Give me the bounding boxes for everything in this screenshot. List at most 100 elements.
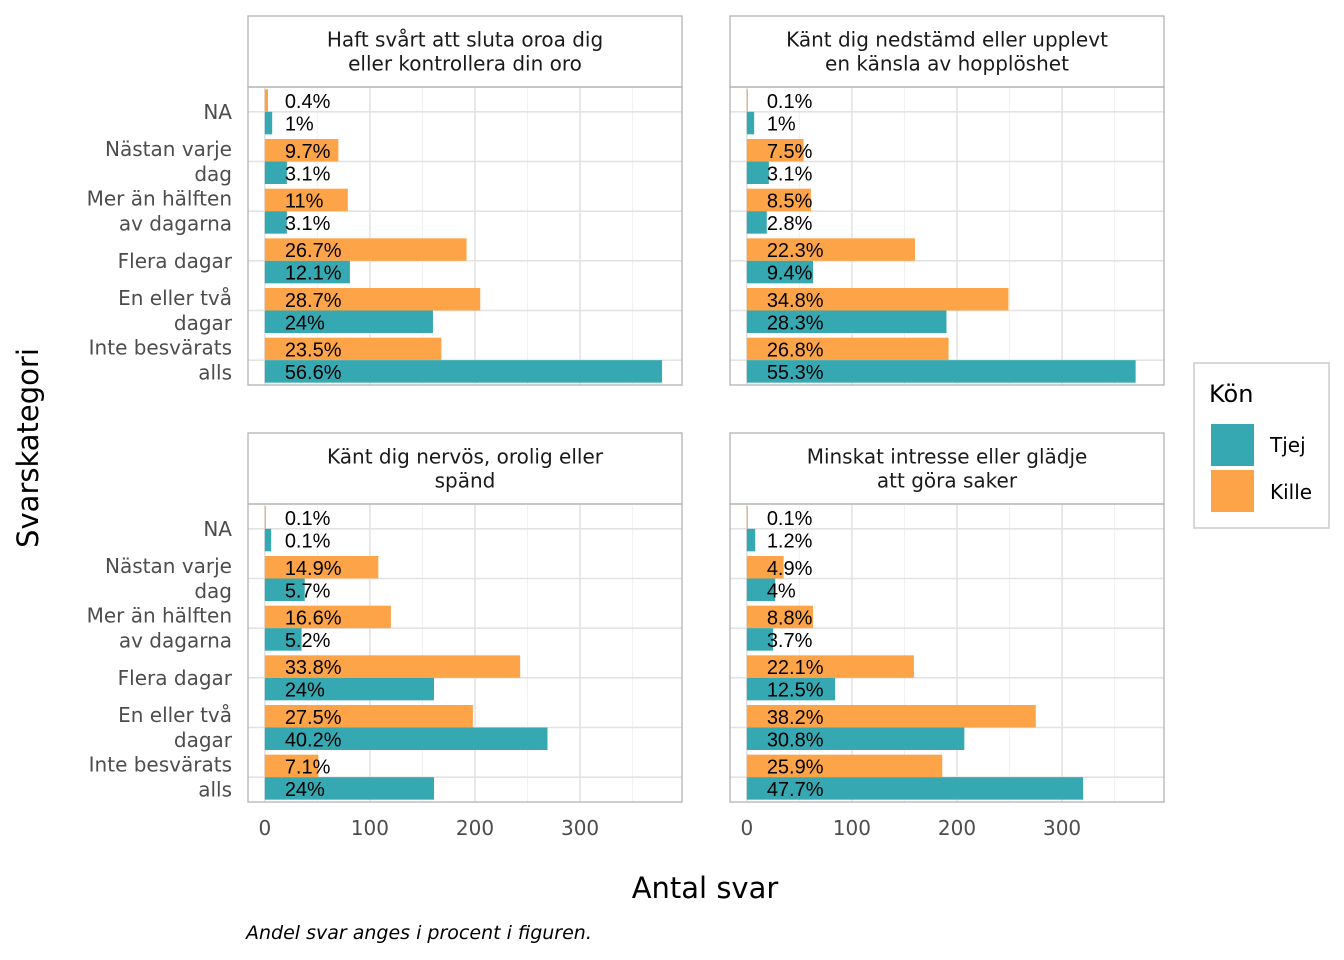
bar-tjej xyxy=(746,161,769,184)
bar-tjej xyxy=(746,111,755,135)
legend-label-kille: Kille xyxy=(1270,480,1312,504)
bar-value-label: 47.7% xyxy=(767,779,824,801)
bar-tjej xyxy=(264,628,302,651)
bar-value-label: 24% xyxy=(285,680,325,702)
bar-value-label: 38.2% xyxy=(767,707,824,729)
category-label: En eller två xyxy=(118,703,232,727)
facet-title-line: Känt dig nedstämd eller upplevt xyxy=(786,28,1108,52)
panel-border xyxy=(247,86,683,386)
bar-kille xyxy=(746,89,748,112)
bar-value-label: 0.1% xyxy=(767,508,813,530)
x-tick-label: 200 xyxy=(938,816,976,840)
bar-value-label: 0.1% xyxy=(767,91,813,113)
bar-tjej xyxy=(264,260,350,284)
category-label: En eller två xyxy=(118,286,232,310)
bar-value-label: 8.8% xyxy=(767,607,813,629)
bar-value-label: 34.8% xyxy=(767,290,824,312)
bar-value-label: 3.1% xyxy=(767,163,813,185)
legend: Kön Tjej Kille xyxy=(1193,362,1330,529)
bar-value-label: 7.5% xyxy=(767,141,813,163)
x-tick-label: 200 xyxy=(456,816,494,840)
bar-value-label: 0.1% xyxy=(285,531,331,553)
bar-kille xyxy=(264,705,473,728)
x-tick-label: 300 xyxy=(561,816,599,840)
category-label: Inte besvärats xyxy=(89,753,232,777)
bar-tjej xyxy=(746,260,814,284)
bar-value-label: 1% xyxy=(285,114,314,136)
bar-kille xyxy=(264,89,268,112)
facet-title-line: att göra saker xyxy=(877,469,1018,493)
bar-kille xyxy=(746,655,914,678)
category-label: Nästan varje xyxy=(105,137,232,161)
category-label: alls xyxy=(198,778,232,802)
bar-kille xyxy=(746,506,748,529)
y-axis-title: Svarskategori xyxy=(11,348,45,548)
bar-tjej xyxy=(264,111,273,135)
facet-title-line: spänd xyxy=(435,469,496,493)
bar-tjej xyxy=(746,727,965,750)
x-axis-title: Antal svar xyxy=(632,871,779,905)
bar-value-label: 1% xyxy=(767,114,796,136)
category-label: Nästan varje xyxy=(105,554,232,578)
category-label: NA xyxy=(203,517,232,541)
bar-value-label: 0.4% xyxy=(285,91,331,113)
x-tick-labels: 0 100 200 300 0 100 200 300 xyxy=(258,816,1081,840)
bar-kille xyxy=(264,605,391,629)
bar-value-label: 28.3% xyxy=(767,312,824,334)
category-label: Mer än hälften xyxy=(87,187,232,211)
bar-tjej xyxy=(746,310,947,333)
legend-title: Kön xyxy=(1209,380,1253,408)
panel-border xyxy=(247,503,683,803)
category-label: NA xyxy=(203,100,232,124)
bar-value-label: 25.9% xyxy=(767,756,824,778)
legend-swatch-kille xyxy=(1211,470,1254,512)
bar-tjej xyxy=(264,211,287,234)
bar-tjej xyxy=(746,578,776,601)
bar-kille xyxy=(746,754,943,778)
category-label: dag xyxy=(194,162,232,186)
legend-swatch-tjej xyxy=(1211,424,1254,466)
bar-value-label: 3.7% xyxy=(767,630,813,652)
bar-kille xyxy=(264,188,348,212)
bar-kille xyxy=(746,337,949,361)
bar-value-label: 5.7% xyxy=(285,580,331,602)
bar-tjej xyxy=(746,628,774,651)
bar-value-label: 1.2% xyxy=(767,531,813,553)
panel-border xyxy=(729,86,1165,386)
bar-kille xyxy=(264,556,379,579)
facet-title-line: eller kontrollera din oro xyxy=(348,52,582,76)
category-label: dag xyxy=(194,579,232,603)
bar-kille xyxy=(264,238,467,261)
bar-value-label: 12.5% xyxy=(767,680,824,702)
bar-kille xyxy=(264,139,339,162)
bar-tjej xyxy=(264,161,287,184)
bar-value-label: 22.3% xyxy=(767,240,824,262)
bar-tjej xyxy=(746,777,1084,800)
bar-kille xyxy=(264,337,442,361)
bar-value-label: 4% xyxy=(767,580,796,602)
bar-value-label: 56.6% xyxy=(285,362,342,384)
category-label: Flera dagar xyxy=(118,249,233,273)
category-label: Flera dagar xyxy=(118,666,233,690)
bar-value-label: 2.8% xyxy=(767,213,813,235)
category-label: dagar xyxy=(174,311,233,335)
bar-tjej xyxy=(264,528,272,552)
bar-kille xyxy=(746,605,814,629)
bar-value-label: 33.8% xyxy=(285,657,342,679)
facet-title-line: Minskat intresse eller glädje xyxy=(807,445,1088,469)
bar-kille xyxy=(264,506,266,529)
facet-strip xyxy=(729,15,1165,88)
bar-kille xyxy=(264,655,521,678)
x-tick-label: 0 xyxy=(258,816,271,840)
bar-value-label: 24% xyxy=(285,779,325,801)
bar-tjej xyxy=(264,777,434,800)
x-tick-label: 100 xyxy=(833,816,871,840)
bar-value-label: 0.1% xyxy=(285,508,331,530)
bar-value-label: 7.1% xyxy=(285,756,331,778)
bar-tjej xyxy=(264,360,663,383)
bar-value-label: 27.5% xyxy=(285,707,342,729)
bar-tjej xyxy=(264,310,433,333)
bar-value-label: 26.8% xyxy=(767,339,824,361)
category-label: dagar xyxy=(174,728,233,752)
